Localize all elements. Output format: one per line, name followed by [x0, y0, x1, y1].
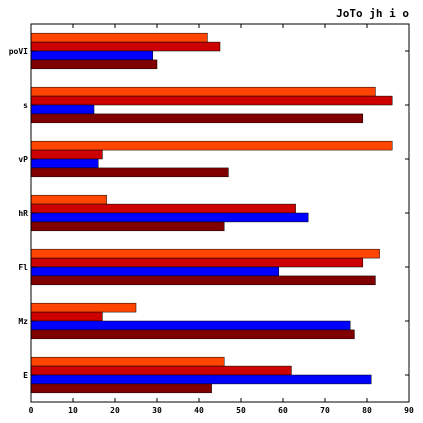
- bar-Mz-2: [30, 311, 103, 322]
- y-tick-label-hR: hR: [18, 209, 28, 218]
- bar-Mz-3: [30, 320, 351, 331]
- bar-s-4: [30, 113, 364, 124]
- bar-Fl-1: [30, 248, 380, 259]
- bar-E-1: [30, 356, 225, 367]
- y-tick-label-E: E: [23, 371, 28, 380]
- bar-vP-1: [30, 140, 393, 151]
- bars-group: [30, 32, 393, 394]
- y-tick-label-vP: vP: [18, 155, 28, 164]
- bar-hR-1: [30, 194, 107, 205]
- bar-vP-4: [30, 167, 229, 178]
- y-tick-label-s: s: [23, 101, 28, 110]
- x-tick-label-20: 20: [110, 406, 120, 415]
- bar-Fl-4: [30, 275, 376, 286]
- bar-s-2: [30, 95, 393, 106]
- x-tick-label-0: 0: [29, 406, 34, 415]
- x-tick-label-90: 90: [404, 406, 414, 415]
- plot-frame: [30, 23, 410, 403]
- bar-hR-3: [30, 212, 309, 223]
- x-tick-label-30: 30: [152, 406, 162, 415]
- bar-hR-2: [30, 203, 296, 214]
- bar-poVI-1: [30, 32, 208, 43]
- bar-E-4: [30, 383, 212, 394]
- y-tick-label-Fl: Fl: [18, 263, 28, 272]
- bar-s-3: [30, 104, 95, 115]
- bar-Fl-2: [30, 257, 364, 268]
- x-tick-label-10: 10: [68, 406, 78, 415]
- bar-E-3: [30, 374, 372, 385]
- bar-poVI-2: [30, 41, 221, 52]
- chart-title: JoTo jh i o: [336, 7, 409, 20]
- x-tick-label-70: 70: [320, 406, 330, 415]
- x-tick-label-80: 80: [362, 406, 372, 415]
- bar-poVI-3: [30, 50, 154, 61]
- bar-Mz-4: [30, 329, 355, 340]
- bar-E-2: [30, 365, 292, 376]
- bar-s-1: [30, 86, 376, 97]
- x-tick-label-40: 40: [194, 406, 204, 415]
- bar-vP-2: [30, 149, 103, 160]
- y-tick-label-Mz: Mz: [18, 317, 28, 326]
- bar-poVI-4: [30, 59, 158, 70]
- y-tick-label-poVI: poVI: [9, 47, 28, 56]
- x-tick-label-50: 50: [236, 406, 246, 415]
- x-tick-label-60: 60: [278, 406, 288, 415]
- bar-hR-4: [30, 221, 225, 232]
- bar-Fl-3: [30, 266, 280, 277]
- bar-vP-3: [30, 158, 99, 169]
- axes-group: E Mz Fl hR vP s poVI 0 10 20 30 40 50 60 70 80 90: [9, 24, 414, 415]
- bar-Mz-1: [30, 302, 137, 313]
